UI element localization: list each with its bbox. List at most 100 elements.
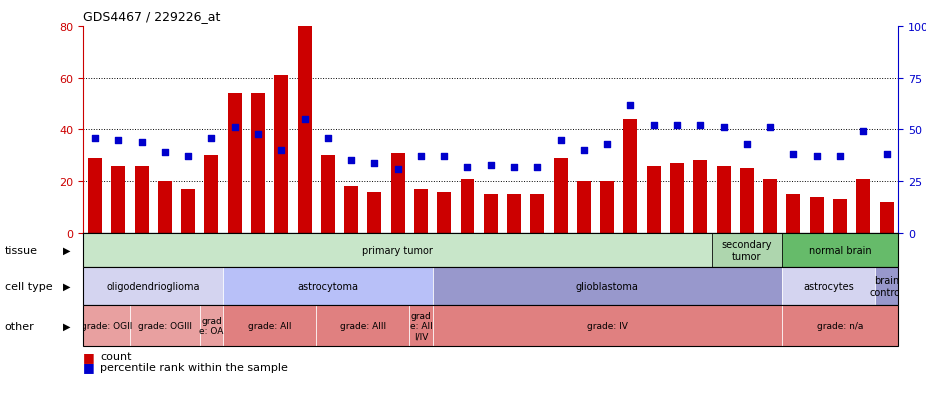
Point [553,137,568,144]
Point [879,152,894,158]
Bar [646,166,661,233]
Point [251,131,266,138]
Bar [437,192,451,233]
Text: grade: n/a: grade: n/a [817,321,863,330]
Bar [786,195,800,233]
Point [460,164,475,171]
Point [577,147,592,154]
Text: cell type: cell type [5,281,52,291]
Bar [391,153,405,233]
Bar [531,195,544,233]
Bar [316,305,409,347]
Text: grade: OGIII: grade: OGIII [138,321,192,330]
Bar [833,200,847,233]
Text: percentile rank within the sample: percentile rank within the sample [100,362,288,372]
Bar [782,233,898,267]
Bar [554,159,568,233]
Bar [134,166,148,233]
Point [227,125,242,131]
Point [390,166,405,173]
Text: grad
e: All
I/IV: grad e: All I/IV [409,311,432,341]
Text: grade: AII: grade: AII [248,321,292,330]
Point [809,154,824,160]
Point [763,125,778,131]
Text: ▶: ▶ [63,281,70,291]
Bar [83,267,223,305]
Bar [857,179,870,233]
Bar [483,195,498,233]
Text: brain
control: brain control [870,275,904,297]
Point [646,123,661,129]
Point [367,160,382,166]
Bar [507,195,521,233]
Bar [460,179,474,233]
Point [483,162,498,169]
Bar [712,233,782,267]
Bar [577,182,591,233]
Bar [157,182,172,233]
Text: primary tumor: primary tumor [362,245,433,255]
Text: other: other [5,321,34,331]
Bar [297,27,311,233]
Text: grad
e: OA: grad e: OA [199,316,223,335]
Text: ▶: ▶ [63,321,70,331]
Text: secondary
tumor: secondary tumor [721,240,772,261]
Point [297,116,312,123]
Bar [432,305,782,347]
Point [530,164,544,171]
Point [437,154,452,160]
Text: GDS4467 / 229226_at: GDS4467 / 229226_at [83,10,220,23]
Point [88,135,103,142]
Bar [251,94,265,233]
Bar [181,190,195,233]
Bar [409,305,432,347]
Bar [809,197,824,233]
Text: glioblastoma: glioblastoma [576,281,639,291]
Bar [200,305,223,347]
Bar [717,166,731,233]
Bar [880,202,894,233]
Point [204,135,219,142]
Point [111,137,126,144]
Text: ▶: ▶ [63,245,70,255]
Bar [600,182,614,233]
Point [414,154,429,160]
Bar [740,169,754,233]
Point [181,154,195,160]
Bar [670,164,684,233]
Bar [782,267,875,305]
Text: astrocytes: astrocytes [803,281,854,291]
Bar [782,305,898,347]
Point [832,154,847,160]
Point [669,123,684,129]
Text: ■: ■ [83,350,95,363]
Text: count: count [100,351,131,361]
Point [693,123,707,129]
Bar [88,159,102,233]
Bar [694,161,707,233]
Point [320,135,335,142]
Bar [414,190,428,233]
Text: grade: IV: grade: IV [587,321,628,330]
Bar [228,94,242,233]
Bar [111,166,125,233]
Text: normal brain: normal brain [808,245,871,255]
Bar [205,156,219,233]
Text: tissue: tissue [5,245,38,255]
Point [623,102,638,109]
Bar [83,305,130,347]
Text: astrocytoma: astrocytoma [297,281,358,291]
Text: oligodendrioglioma: oligodendrioglioma [106,281,200,291]
Text: grade: AIII: grade: AIII [340,321,386,330]
Point [344,158,358,164]
Bar [875,267,898,305]
Point [274,147,289,154]
Bar [274,76,288,233]
Bar [320,156,335,233]
Bar [223,305,316,347]
Point [507,164,521,171]
Bar [623,120,637,233]
Text: grade: OGII: grade: OGII [81,321,132,330]
Bar [763,179,777,233]
Point [134,139,149,146]
